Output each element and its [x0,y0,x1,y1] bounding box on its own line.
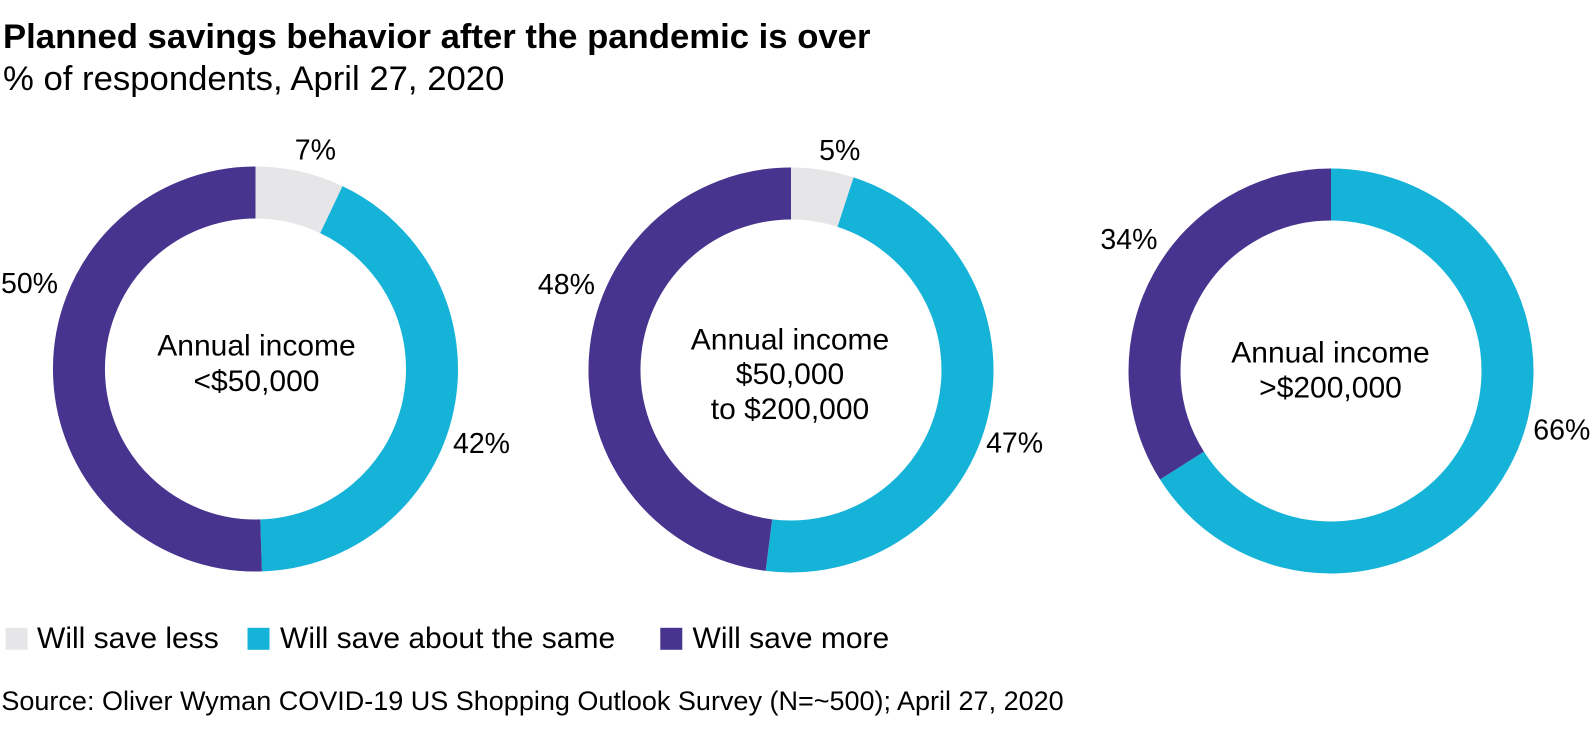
svg-text:Will save more: Will save more [693,622,890,655]
svg-text:% of respondents, April 27, 20: % of respondents, April 27, 2020 [3,60,504,98]
svg-text:47%: 47% [986,428,1043,460]
svg-text:>$200,000: >$200,000 [1259,372,1402,405]
svg-text:5%: 5% [819,135,860,167]
svg-text:48%: 48% [538,269,595,301]
svg-text:$50,000: $50,000 [736,358,844,391]
svg-text:Annual income: Annual income [691,324,889,357]
svg-text:7%: 7% [295,135,336,167]
svg-text:Will save about the same: Will save about the same [280,622,615,655]
svg-text:Source: Oliver Wyman COVID-19: Source: Oliver Wyman COVID-19 US Shoppin… [1,686,1063,716]
svg-text:Annual income: Annual income [157,329,355,362]
svg-text:50%: 50% [1,268,58,300]
svg-text:42%: 42% [453,428,510,460]
svg-text:to $200,000: to $200,000 [711,393,869,426]
svg-text:Will save less: Will save less [37,622,219,655]
svg-text:Planned savings behavior after: Planned savings behavior after the pande… [3,18,870,56]
svg-text:34%: 34% [1100,224,1157,256]
svg-text:66%: 66% [1533,415,1590,447]
svg-text:Annual income: Annual income [1231,336,1429,369]
svg-text:<$50,000: <$50,000 [194,365,320,398]
